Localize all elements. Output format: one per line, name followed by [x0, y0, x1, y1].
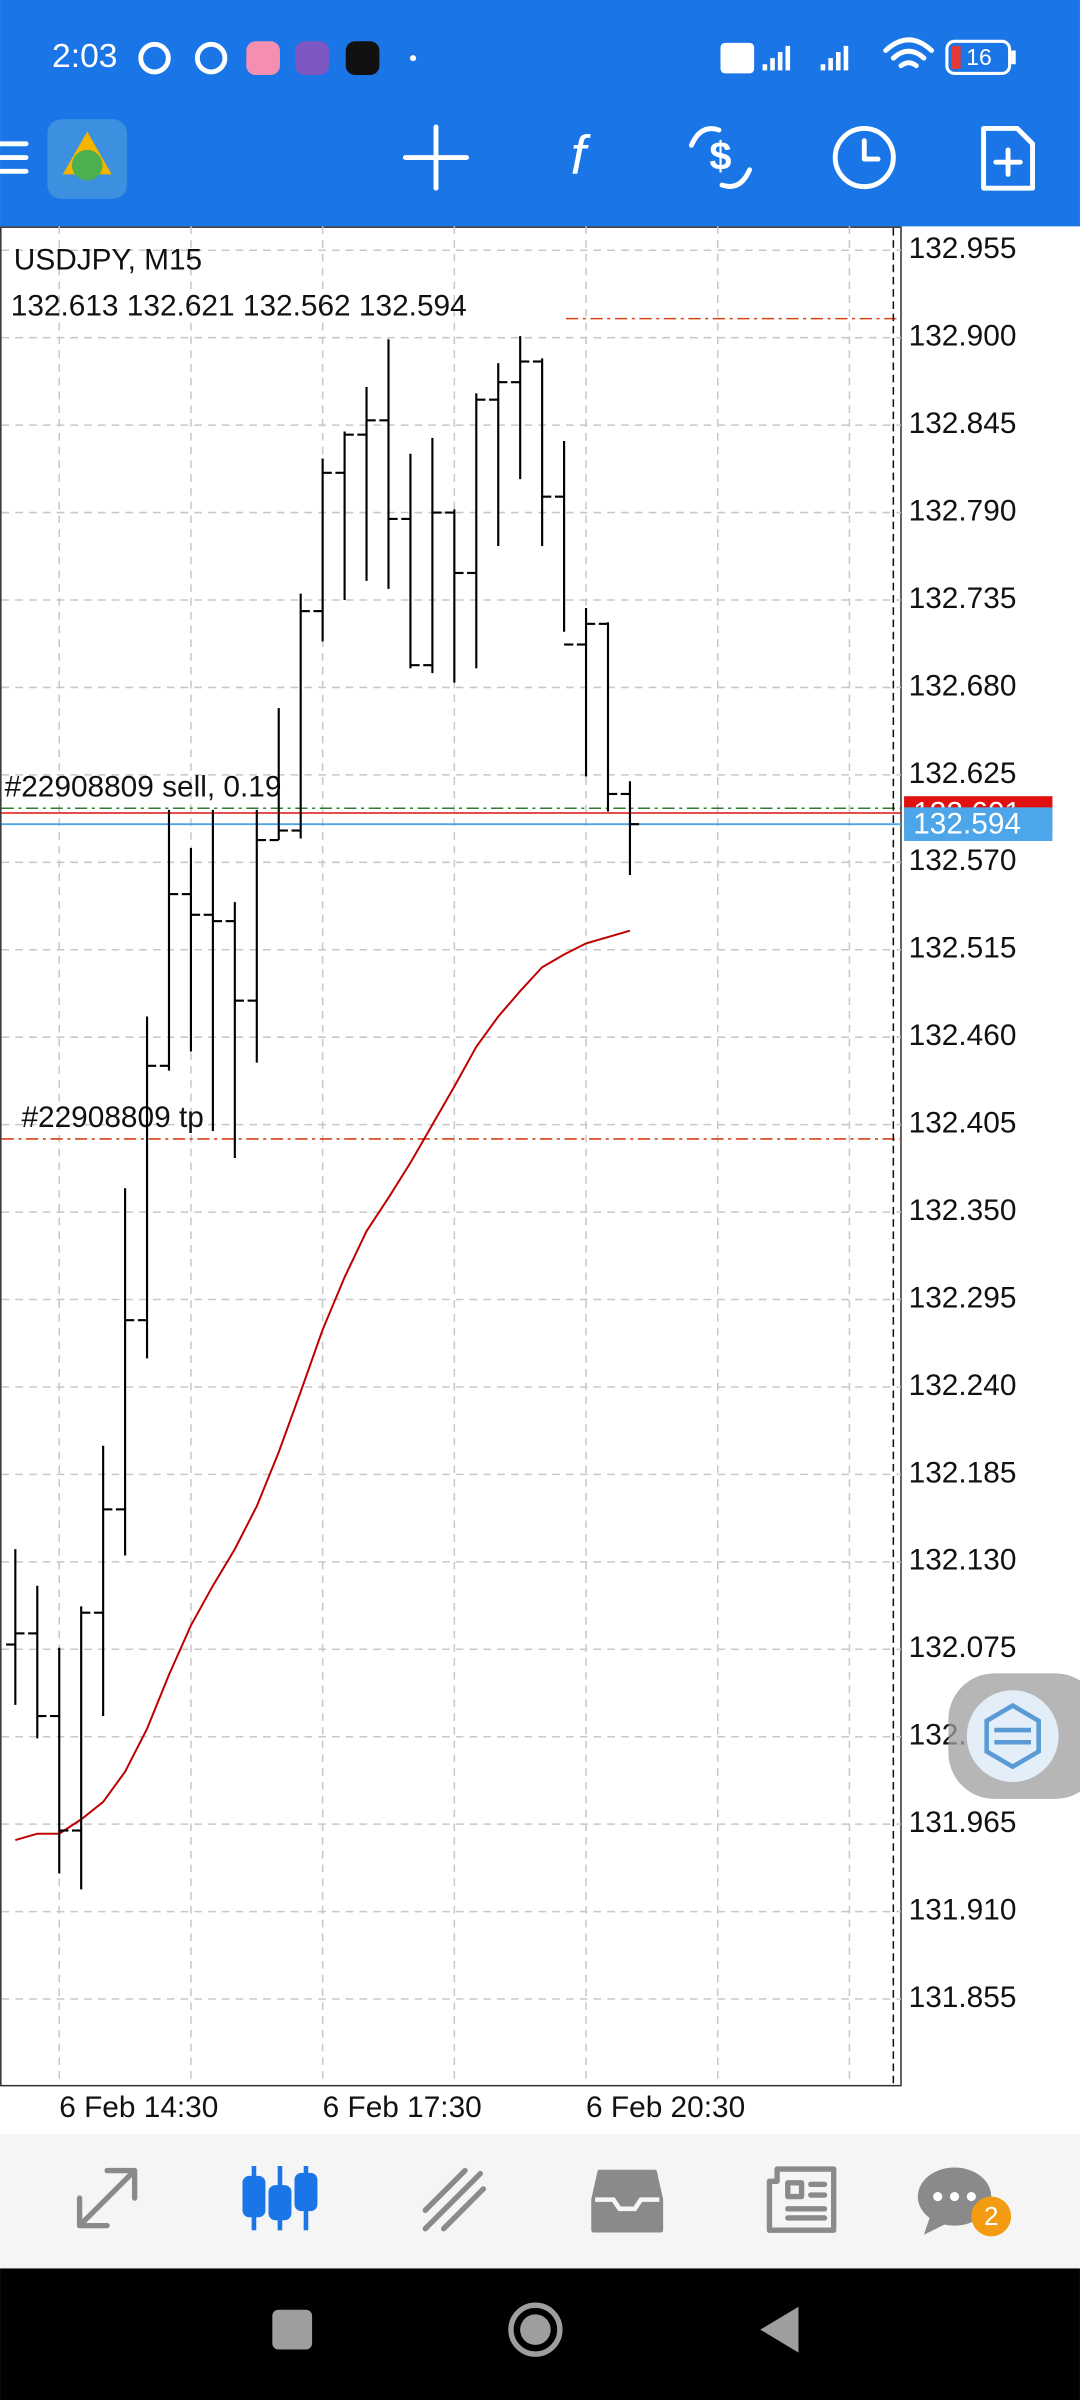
ohlc-close: 132.594: [359, 289, 467, 322]
trade-button[interactable]: $: [688, 126, 753, 189]
quotes-tab[interactable]: [76, 2167, 138, 2229]
chart-frame: [0, 226, 902, 2087]
menu-button[interactable]: [0, 141, 29, 174]
trade-tab[interactable]: [422, 2167, 487, 2232]
svg-text:$: $: [709, 135, 731, 179]
y-tick-label: 132.350: [909, 1194, 1017, 1227]
y-tick-label: 132.295: [909, 1281, 1017, 1314]
y-tick-label: 132.845: [909, 407, 1017, 440]
y-tick-label: 132.405: [909, 1107, 1017, 1140]
ohlc-readout: 132.613 132.621 132.562 132.594: [11, 289, 467, 322]
y-tick-label: 132.790: [909, 494, 1017, 527]
y-tick-label: 132.185: [909, 1456, 1017, 1489]
status-icons: [138, 37, 1016, 75]
y-tick-label: 132.625: [909, 757, 1017, 790]
order-label: #22908809 tp: [21, 1101, 203, 1134]
order-label: #22908809 sell, 0.19: [5, 770, 282, 803]
message-badge: 2: [984, 2201, 998, 2231]
bottom-nav: [0, 2133, 1080, 2269]
y-tick-label: 131.965: [909, 1806, 1017, 1839]
y-tick-label: 132.130: [909, 1544, 1017, 1577]
x-tick-label: 6 Feb 14:30: [59, 2091, 218, 2124]
ohlc-open: 132.613: [11, 289, 119, 322]
messages-tab[interactable]: [917, 2167, 1012, 2237]
chart: #22908809 sell, 0.19 #22908809 tp: [1, 226, 901, 2085]
bid-price-box: [904, 807, 1053, 841]
y-tick-label: 131.910: [909, 1893, 1017, 1926]
timeframe-button[interactable]: [832, 126, 896, 190]
back-button[interactable]: [760, 2306, 799, 2353]
ohlc-low: 132.562: [243, 289, 351, 322]
y-tick-label: 132.735: [909, 582, 1017, 615]
y-tick-label: 132.680: [909, 669, 1017, 702]
floating-button[interactable]: [948, 1673, 1080, 1799]
y-tick-label: 132.240: [909, 1369, 1017, 1402]
y-tick-label: 132.515: [909, 932, 1017, 965]
y-tick-label: 132.570: [909, 844, 1017, 877]
chart-title: USDJPY, M15: [14, 243, 202, 276]
ohlc-high: 132.621: [127, 289, 235, 322]
battery-level: 16: [966, 44, 992, 70]
y-tick-label: 132.460: [909, 1019, 1017, 1052]
status-time: 2:03: [52, 38, 117, 75]
y-tick-label: 132.900: [909, 320, 1017, 353]
y-tick-label: 132.075: [909, 1631, 1017, 1664]
bid-price-label: 132.594: [913, 808, 1021, 841]
crosshair-button[interactable]: [402, 124, 470, 191]
y-tick-label: 132.955: [909, 232, 1017, 265]
history-tab[interactable]: [591, 2169, 664, 2233]
y-tick-label: 131.855: [909, 1981, 1017, 2014]
moving-average: [15, 929, 631, 1842]
chart-tab[interactable]: [242, 2165, 318, 2231]
app-header: [0, 0, 1080, 227]
recents-button[interactable]: [272, 2309, 313, 2350]
objects-button[interactable]: [981, 126, 1035, 191]
news-tab[interactable]: [766, 2166, 837, 2233]
x-tick-label: 6 Feb 17:30: [323, 2091, 482, 2124]
x-tick-label: 6 Feb 20:30: [586, 2091, 745, 2124]
home-button[interactable]: [508, 2302, 563, 2357]
